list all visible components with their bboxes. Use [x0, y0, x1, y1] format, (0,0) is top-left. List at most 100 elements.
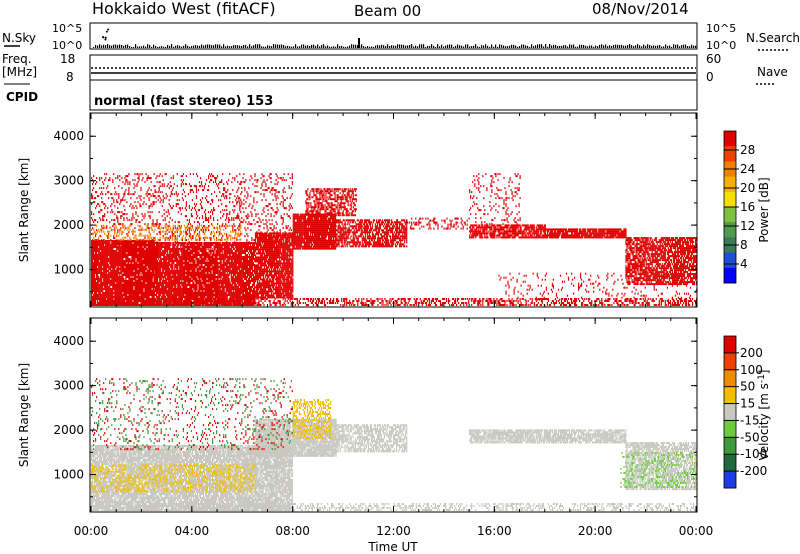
nsky-bar	[409, 45, 410, 48]
data-cell	[109, 286, 110, 288]
nsky-bar	[437, 44, 438, 48]
nsky-bar	[195, 45, 196, 48]
data-cell	[108, 286, 109, 288]
nsky-bar	[167, 45, 168, 48]
nsky-bar	[569, 44, 570, 48]
data-cell	[127, 256, 128, 258]
nsky-bar	[197, 46, 198, 48]
nsky-bar	[289, 46, 290, 48]
nsky-bar	[335, 47, 336, 48]
nsky-bar	[411, 44, 412, 48]
nsky-bar	[271, 46, 272, 48]
nsky-bar	[255, 44, 256, 48]
nsky-bar	[231, 46, 232, 48]
nsky-bar	[471, 46, 472, 48]
nsky-bar	[421, 44, 422, 48]
nsky-bar	[253, 45, 254, 48]
nsky-bar	[571, 45, 572, 48]
nsky-bar	[369, 47, 370, 48]
data-cell	[120, 278, 121, 280]
data-cell	[132, 278, 133, 280]
nsky-bar	[109, 45, 110, 48]
data-cell	[136, 246, 137, 248]
data-cell	[97, 286, 98, 288]
data-cell	[97, 280, 98, 282]
data-cell	[108, 246, 109, 248]
data-cell	[97, 288, 98, 290]
data-cell	[121, 292, 122, 294]
data-cell	[96, 292, 97, 294]
nsky-bar	[555, 45, 556, 48]
nsky-bar	[169, 46, 170, 48]
data-cell	[120, 294, 121, 296]
nsky-bar	[617, 45, 618, 48]
nsky-bar	[615, 45, 616, 48]
beam-label: Beam 00	[354, 2, 421, 20]
nsky-bar	[235, 45, 236, 48]
nsky-bar	[483, 46, 484, 48]
nsky-tick-top: 10^5	[52, 22, 82, 35]
nsky-bar	[449, 44, 450, 48]
nsky-bar	[201, 44, 202, 48]
data-cell	[132, 246, 133, 248]
data-cell	[120, 248, 121, 250]
nsky-bar	[487, 46, 488, 48]
nsky-bar	[423, 44, 424, 48]
data-cell	[97, 262, 98, 264]
nsky-bar	[267, 45, 268, 48]
nsky-bar	[363, 46, 364, 48]
data-cell	[138, 274, 139, 276]
data-cell	[120, 296, 121, 298]
nsky-bar	[119, 44, 120, 48]
data-cell	[120, 276, 121, 278]
nsky-bar	[675, 45, 676, 48]
data-cell	[131, 242, 132, 244]
nsky-bar	[511, 45, 512, 48]
nsky-bar	[447, 45, 448, 48]
data-cell	[119, 274, 120, 276]
nsky-bar	[679, 46, 680, 48]
data-cell	[95, 280, 96, 282]
nsearch-point	[104, 39, 106, 41]
nsky-bar	[655, 46, 656, 48]
nsky-bar	[301, 45, 302, 48]
nsky-bar	[241, 46, 242, 48]
freq-panel	[90, 55, 697, 80]
nsky-bar	[651, 46, 652, 48]
data-cell	[97, 274, 98, 276]
nsky-bar	[413, 46, 414, 48]
nsky-bar	[547, 47, 548, 48]
nsky-bar	[603, 45, 604, 48]
nsky-bar	[535, 45, 536, 48]
nsky-bar	[491, 44, 492, 48]
nsky-bar	[307, 45, 308, 48]
nsky-bar	[351, 44, 352, 48]
nsky-bar	[179, 46, 180, 48]
data-cell	[108, 282, 109, 284]
nsky-bar	[341, 46, 342, 48]
nsky-bar	[607, 46, 608, 48]
nsearch-point	[105, 37, 107, 39]
data-cell	[132, 292, 133, 294]
data-cell	[134, 258, 135, 260]
data-cell	[97, 282, 98, 284]
nsky-bar	[343, 47, 344, 48]
nsky-bar	[539, 44, 540, 48]
figure: Hokkaido West (fitACF) Beam 00 08/Nov/20…	[0, 0, 800, 554]
data-cell	[120, 258, 121, 260]
nsky-bar	[509, 46, 510, 48]
nsky-bar	[627, 45, 628, 48]
data-cell	[120, 254, 121, 256]
nsky-bar	[175, 46, 176, 48]
data-cell	[108, 252, 109, 254]
nsky-bar	[115, 44, 116, 48]
nsky-bar	[505, 46, 506, 48]
data-cell	[117, 274, 118, 276]
nsky-bar	[575, 47, 576, 48]
freq-label: Freq.	[2, 52, 32, 66]
nsky-bar	[453, 47, 454, 48]
data-cell	[120, 250, 121, 252]
nsky-bar	[553, 45, 554, 48]
data-cell	[132, 250, 133, 252]
nsky-label: N.Sky	[2, 31, 36, 45]
